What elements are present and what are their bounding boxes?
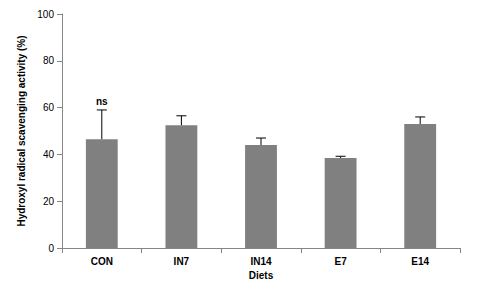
svg-text:Diets: Diets: [249, 270, 274, 281]
svg-text:80: 80: [43, 55, 55, 66]
svg-text:E7: E7: [334, 256, 347, 267]
svg-text:ns: ns: [96, 96, 108, 107]
svg-text:CON: CON: [91, 256, 113, 267]
svg-text:100: 100: [37, 9, 54, 20]
svg-text:0: 0: [48, 243, 54, 254]
svg-text:60: 60: [43, 102, 55, 113]
svg-text:20: 20: [43, 196, 55, 207]
svg-text:E14: E14: [411, 256, 429, 267]
svg-text:40: 40: [43, 149, 55, 160]
svg-text:IN7: IN7: [174, 256, 190, 267]
svg-text:IN14: IN14: [250, 256, 272, 267]
svg-text:Hydroxyl radical scavenging ac: Hydroxyl radical scavenging activity (%): [16, 35, 27, 226]
